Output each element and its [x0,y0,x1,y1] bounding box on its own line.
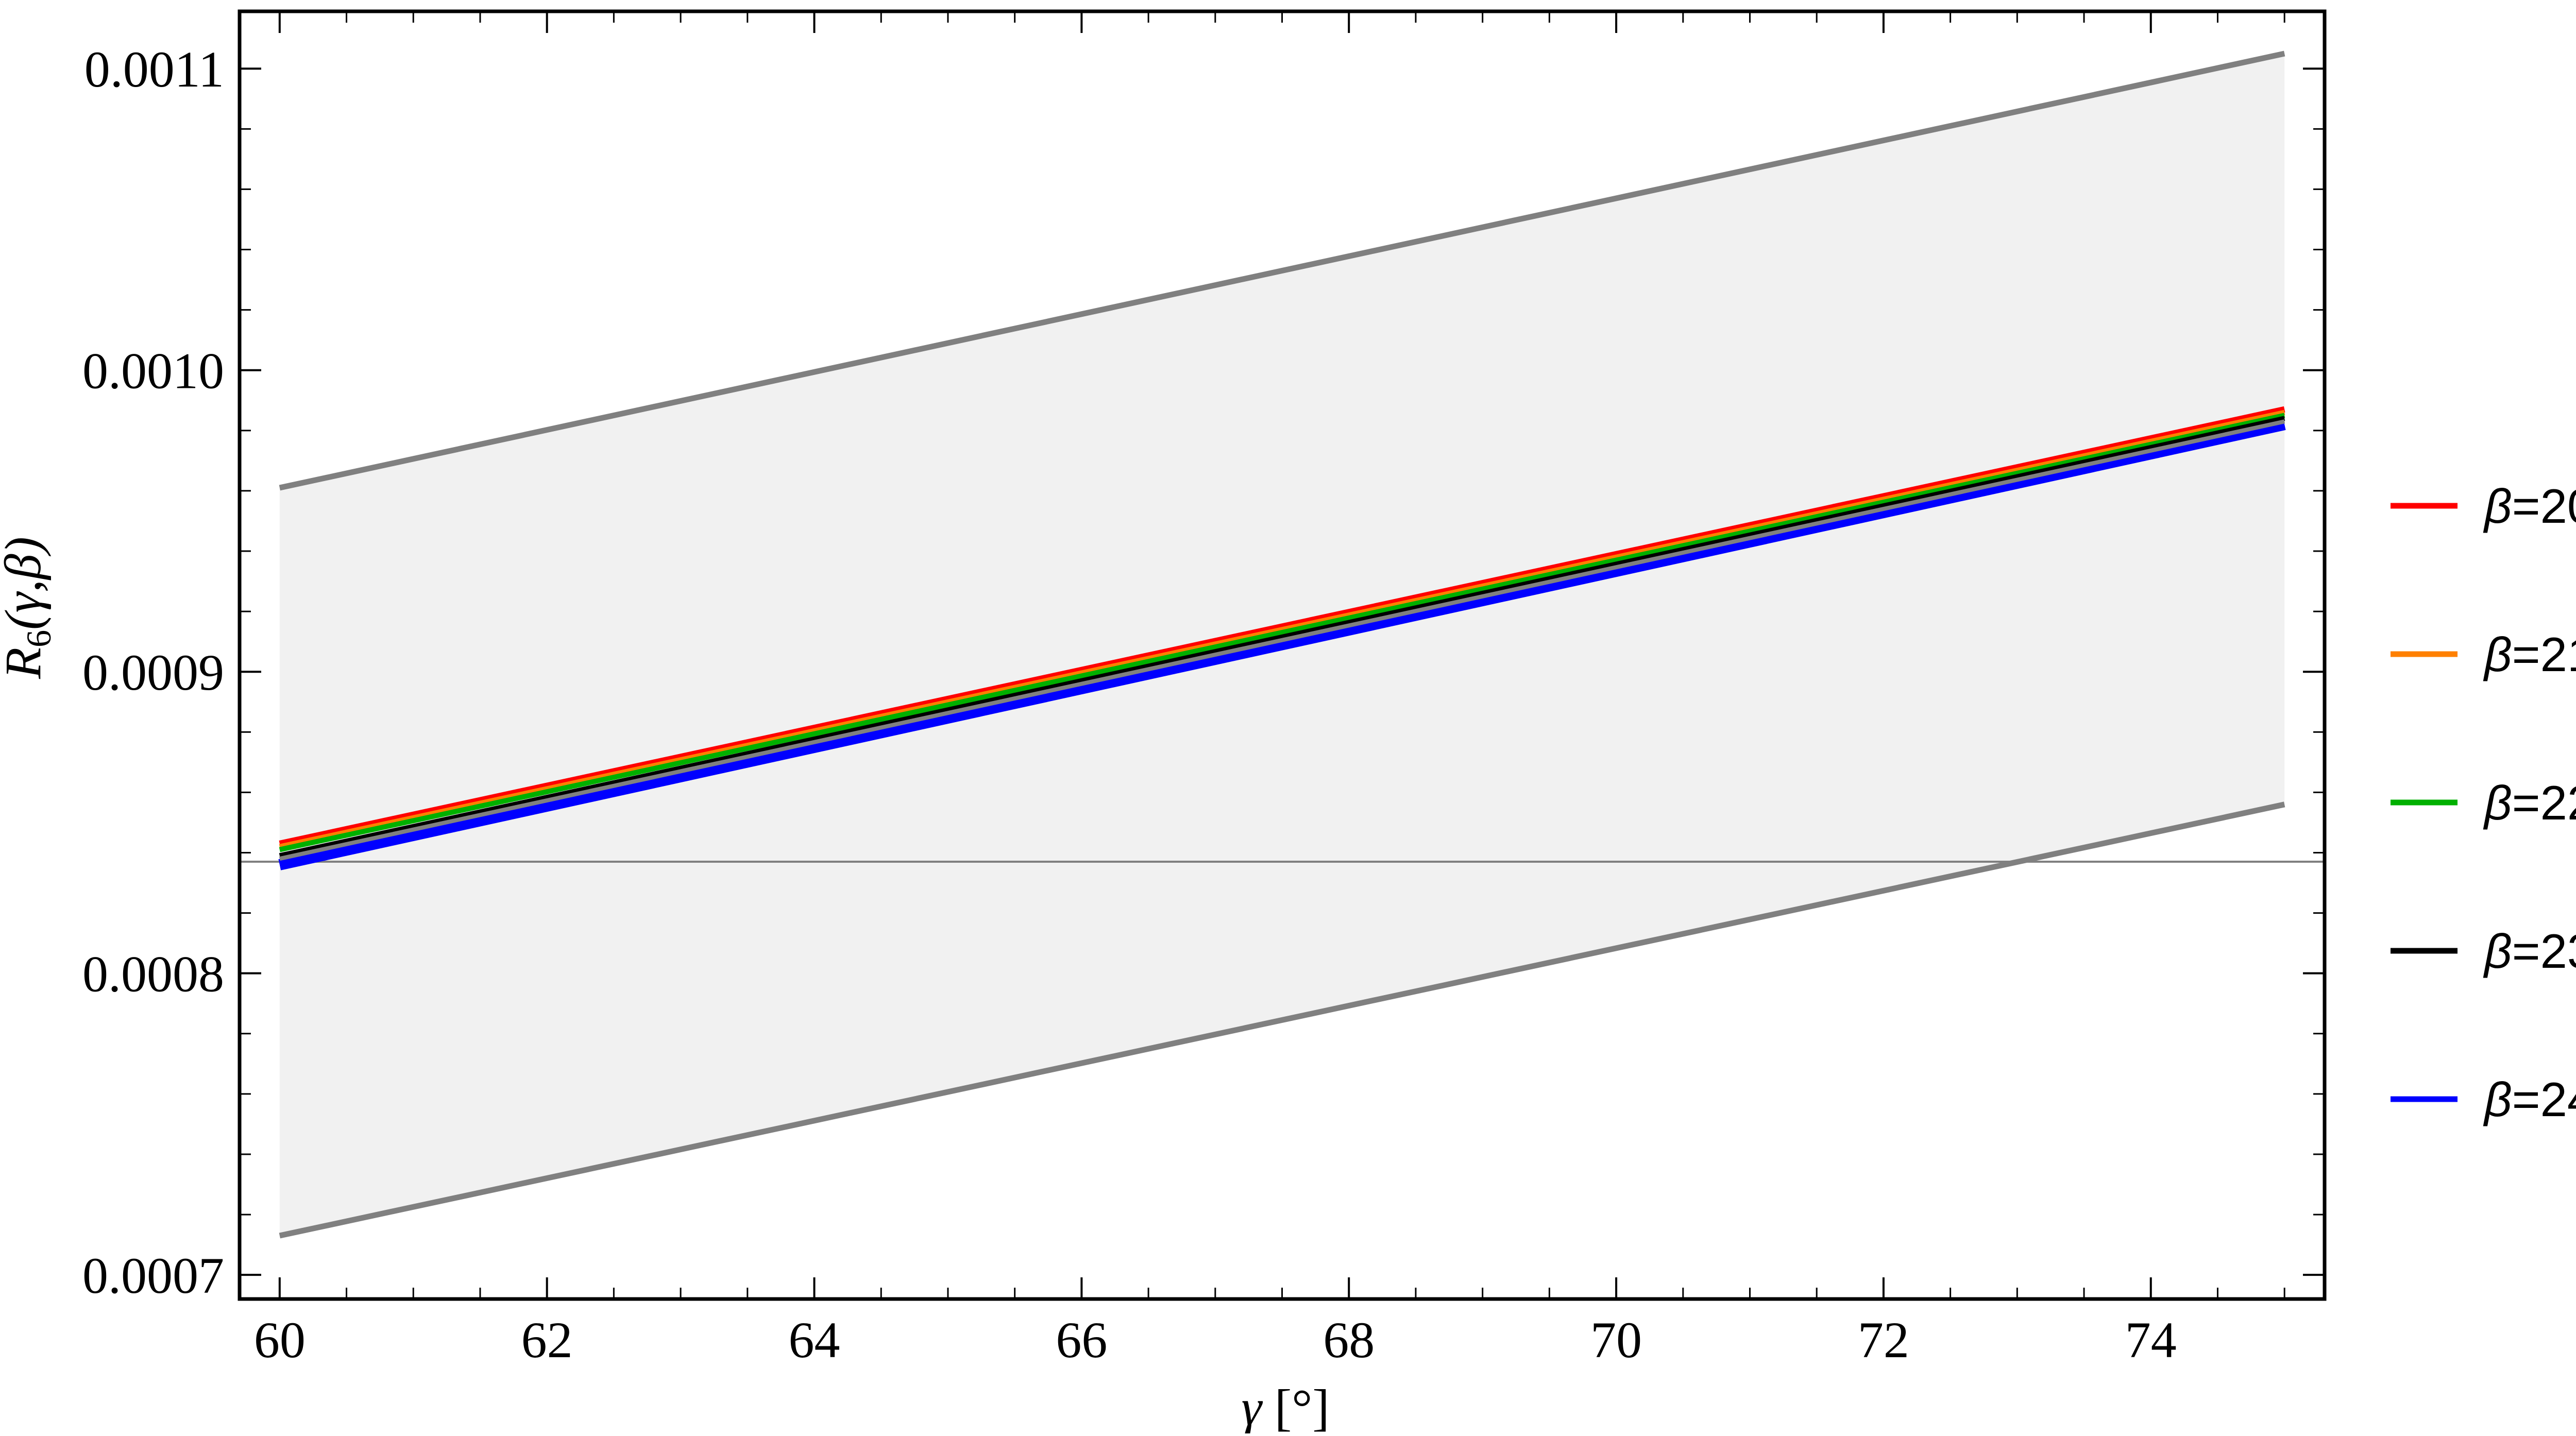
x-tick-label: 68 [1323,1311,1375,1369]
y-tick-label: 0.0011 [84,41,224,98]
legend-label: β=21° [2483,627,2576,681]
legend-label: β=23° [2483,924,2576,978]
x-tick-label: 72 [1858,1311,1909,1369]
y-tick-label: 0.0010 [82,343,224,400]
y-tick-label: 0.0007 [82,1247,224,1304]
y-axis-label: R6(γ,β) [0,537,58,679]
x-tick-label: 62 [521,1311,573,1369]
legend: β=20° β=21° β=22.2° β=23° β=24° [2391,479,2576,1126]
x-tick-label: 60 [254,1311,306,1369]
x-axis-label: γ [°] [1242,1379,1330,1433]
y-axis-label-args: (γ,β) [0,537,52,630]
x-axis-label-var: γ [1242,1379,1263,1433]
y-tick-label: 0.0008 [82,946,224,1003]
y-axis-label-var: R [0,647,52,679]
y-axis-label-sub: 6 [19,630,58,647]
x-tick-label: 64 [789,1311,840,1369]
x-tick-label: 74 [2125,1311,2177,1369]
y-tick-label: 0.0009 [82,644,224,701]
x-tick-label: 70 [1590,1311,1642,1369]
legend-label: β=20° [2483,479,2576,533]
x-axis-label-unit: [°] [1262,1379,1330,1433]
legend-label: β=22.2° [2483,776,2576,830]
legend-label: β=24° [2483,1072,2576,1126]
x-tick-label: 66 [1056,1311,1107,1369]
